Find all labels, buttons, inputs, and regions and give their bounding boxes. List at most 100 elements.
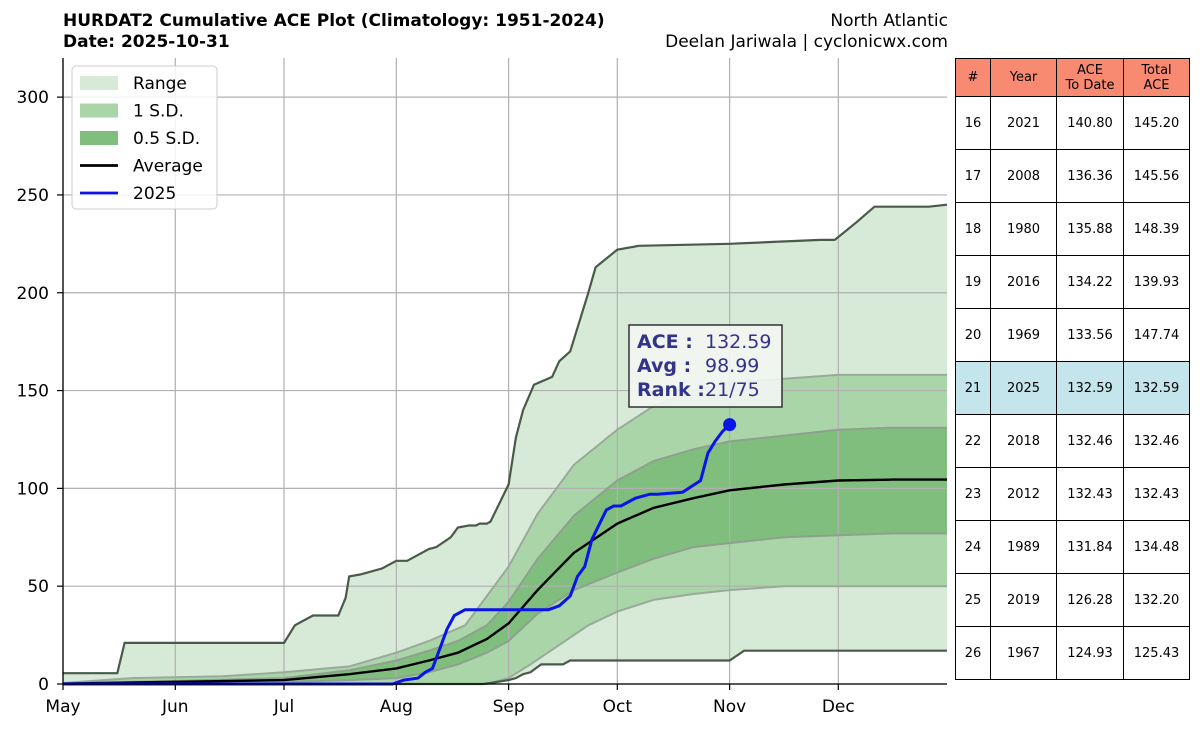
- table-cell: 132.59: [1056, 361, 1124, 415]
- table-cell: 25: [955, 573, 991, 627]
- legend-swatch: [80, 103, 118, 118]
- table-cell: 16: [955, 96, 991, 150]
- current-ace-marker: [723, 418, 737, 432]
- table-cell: 2012: [990, 467, 1057, 521]
- table-cell: 125.43: [1123, 626, 1190, 680]
- credit-label: Deelan Jariwala | cyclonicwx.com: [665, 32, 948, 52]
- annotation-label: Avg :: [637, 355, 691, 377]
- table-cell: 2021: [990, 96, 1057, 150]
- table-header-cell: #: [955, 58, 991, 97]
- half-sd-upper-edge: [62, 426, 947, 685]
- x-tick-label: Nov: [713, 697, 746, 717]
- table-cell: 132.43: [1056, 467, 1124, 521]
- x-tick-label: May: [45, 697, 80, 717]
- table-cell: 1980: [990, 202, 1057, 256]
- line-2025: [63, 423, 731, 686]
- legend-swatch: [80, 131, 118, 145]
- table-cell: 23: [955, 467, 991, 521]
- table-cell: 131.84: [1056, 520, 1124, 574]
- table-cell: 2018: [990, 414, 1057, 468]
- table-cell: 2008: [990, 149, 1057, 203]
- table-cell: 2025: [990, 361, 1057, 415]
- table-row: 22 2018 132.46 132.46: [955, 414, 1190, 468]
- table-header-cell: ACE To Date: [1056, 58, 1124, 97]
- half-sd-lower-edge: [62, 532, 947, 685]
- table-cell: 1967: [990, 626, 1057, 680]
- table-cell: 135.88: [1056, 202, 1124, 256]
- legend-label: Average: [133, 157, 203, 177]
- table-cell: 132.46: [1056, 414, 1124, 468]
- table-cell: 134.22: [1056, 255, 1124, 309]
- table-cell: 22: [955, 414, 991, 468]
- table-cell: 24: [955, 520, 991, 574]
- table-cell: 134.48: [1123, 520, 1190, 574]
- legend-label: 1 S.D.: [133, 102, 184, 122]
- table-cell: 26: [955, 626, 991, 680]
- x-tick-label: Jul: [273, 697, 295, 717]
- table-cell: 1989: [990, 520, 1057, 574]
- y-tick-label: 100: [17, 479, 49, 499]
- table-cell: 126.28: [1056, 573, 1124, 627]
- table-cell: 1969: [990, 308, 1057, 362]
- table-header-cell: Total ACE: [1123, 58, 1190, 97]
- table-row: 26 1967 124.93 125.43: [955, 626, 1190, 680]
- table-row: 19 2016 134.22 139.93: [955, 255, 1190, 309]
- table-cell: 140.80: [1056, 96, 1124, 150]
- y-tick-label: 250: [17, 186, 49, 206]
- annotation-label: Rank :: [637, 379, 705, 401]
- x-tick-label: Jun: [161, 697, 189, 717]
- range-max-line: [63, 203, 948, 675]
- table-cell: 2016: [990, 255, 1057, 309]
- annotation-label: ACE :: [637, 331, 693, 353]
- legend-swatch: [80, 76, 118, 90]
- x-tick-label: Dec: [822, 697, 855, 717]
- y-tick-label: 0: [38, 675, 49, 695]
- table-row: 23 2012 132.43 132.43: [955, 467, 1190, 521]
- x-tick-label: Aug: [380, 697, 413, 717]
- chart-title: HURDAT2 Cumulative ACE Plot (Climatology…: [63, 11, 605, 31]
- table-row: 17 2008 136.36 145.56: [955, 149, 1190, 203]
- table-cell: 136.36: [1056, 149, 1124, 203]
- annotation-value: 98.99: [705, 355, 759, 377]
- table-cell: 17: [955, 149, 991, 203]
- table-row: 20 1969 133.56 147.74: [955, 308, 1190, 362]
- table-cell: 132.20: [1123, 573, 1190, 627]
- y-tick-label: 50: [27, 577, 49, 597]
- table-cell: 20: [955, 308, 991, 362]
- table-row: 24 1989 131.84 134.48: [955, 520, 1190, 574]
- table-cell: 139.93: [1123, 255, 1190, 309]
- table-cell: 147.74: [1123, 308, 1190, 362]
- annotation-value: 132.59: [705, 331, 771, 353]
- table-cell: 145.20: [1123, 96, 1190, 150]
- table-cell: 132.43: [1123, 467, 1190, 521]
- x-tick-label: Oct: [603, 697, 633, 717]
- average-line: [62, 478, 947, 685]
- table-cell: 19: [955, 255, 991, 309]
- basin-label: North Atlantic: [830, 11, 948, 31]
- ace-ranking-table: # Year ACE To Date Total ACE 16 2021 140.80 145.…: [955, 58, 1190, 680]
- legend-label: 0.5 S.D.: [133, 129, 200, 149]
- table-header-row: # Year ACE To Date Total ACE: [955, 58, 1190, 97]
- annotation-box: [628, 324, 783, 408]
- y-tick-label: 150: [17, 382, 49, 402]
- y-tick-label: 200: [17, 284, 49, 304]
- annotation-value: 21/75: [705, 379, 760, 401]
- table-cell: 132.46: [1123, 414, 1190, 468]
- ace-chart: 0 50 100 150 200 250 300 May Jun Jul Aug Sep Oct Nov D…: [17, 58, 948, 717]
- table-cell: 124.93: [1056, 626, 1124, 680]
- y-tick-label: 300: [17, 88, 49, 108]
- range-min-line: [63, 649, 947, 686]
- table-header-cell: Year: [990, 58, 1057, 97]
- table-row: 16 2021 140.80 145.20: [955, 96, 1190, 150]
- table-row: 18 1980 135.88 148.39: [955, 202, 1190, 256]
- table-cell: 148.39: [1123, 202, 1190, 256]
- table-cell: 145.56: [1123, 149, 1190, 203]
- table-row: 25 2019 126.28 132.20: [955, 573, 1190, 627]
- x-tick-label: Sep: [493, 697, 525, 717]
- table-cell: 133.56: [1056, 308, 1124, 362]
- table-cell: 2019: [990, 573, 1057, 627]
- legend-label: 2025: [133, 184, 176, 204]
- table-cell: 18: [955, 202, 991, 256]
- legend-box: [71, 65, 218, 210]
- table-cell: 21: [955, 361, 991, 415]
